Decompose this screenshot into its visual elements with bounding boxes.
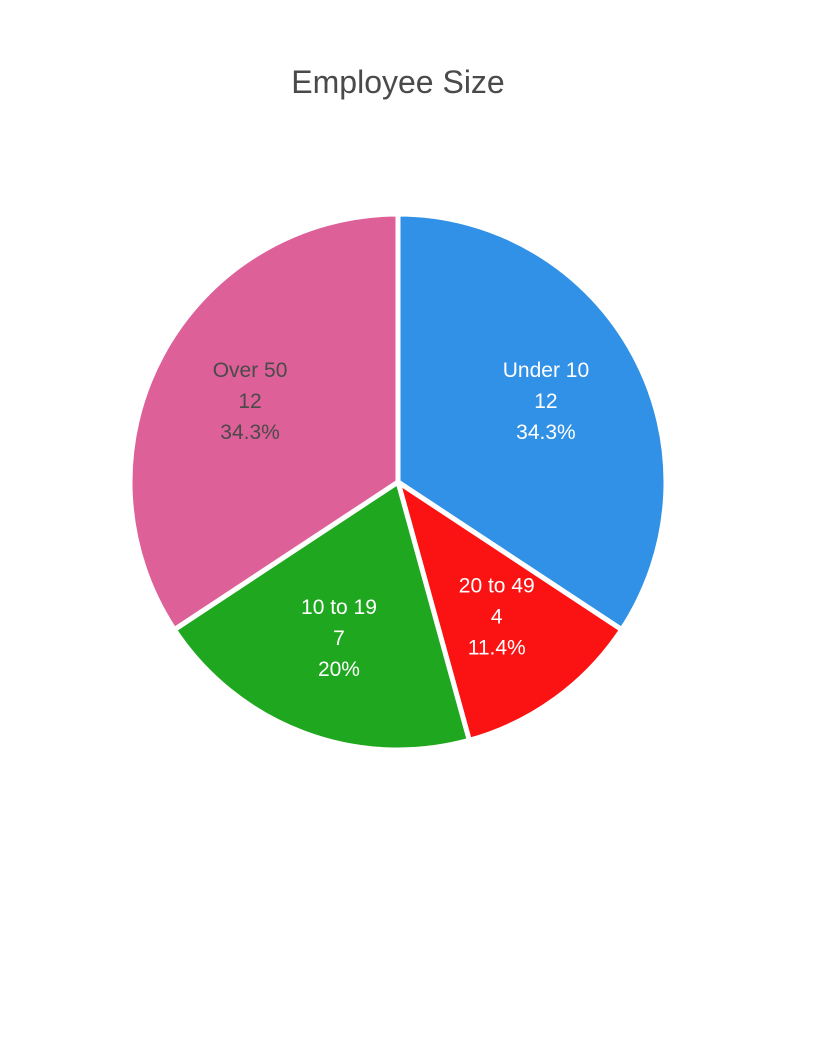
pie-labels: Under 10 12 34.3% 20 to 49 4 11.4% 10 to 19 7 20… bbox=[213, 359, 589, 681]
slice-value-over-50: 12 bbox=[238, 390, 261, 413]
chart-title: Employee Size bbox=[291, 64, 505, 100]
slice-percent-10-to-19: 20% bbox=[318, 658, 360, 681]
pie-slice-10-to-19[interactable] bbox=[171, 479, 472, 753]
slice-value-20-to-49: 4 bbox=[491, 605, 503, 628]
slice-label-under-10: Under 10 bbox=[503, 359, 589, 382]
pie-slice-over-50[interactable] bbox=[127, 211, 401, 633]
slice-percent-20-to-49: 11.4% bbox=[468, 636, 526, 659]
slice-percent-under-10: 34.3% bbox=[516, 421, 576, 444]
slice-percent-over-50: 34.3% bbox=[220, 421, 280, 444]
slice-value-10-to-19: 7 bbox=[333, 627, 345, 650]
pie-slices bbox=[127, 211, 669, 753]
slice-label-20-to-49: 20 to 49 bbox=[459, 574, 535, 597]
slice-value-under-10: 12 bbox=[534, 390, 557, 413]
slice-label-10-to-19: 10 to 19 bbox=[301, 596, 377, 619]
slice-label-over-50: Over 50 bbox=[213, 359, 288, 382]
